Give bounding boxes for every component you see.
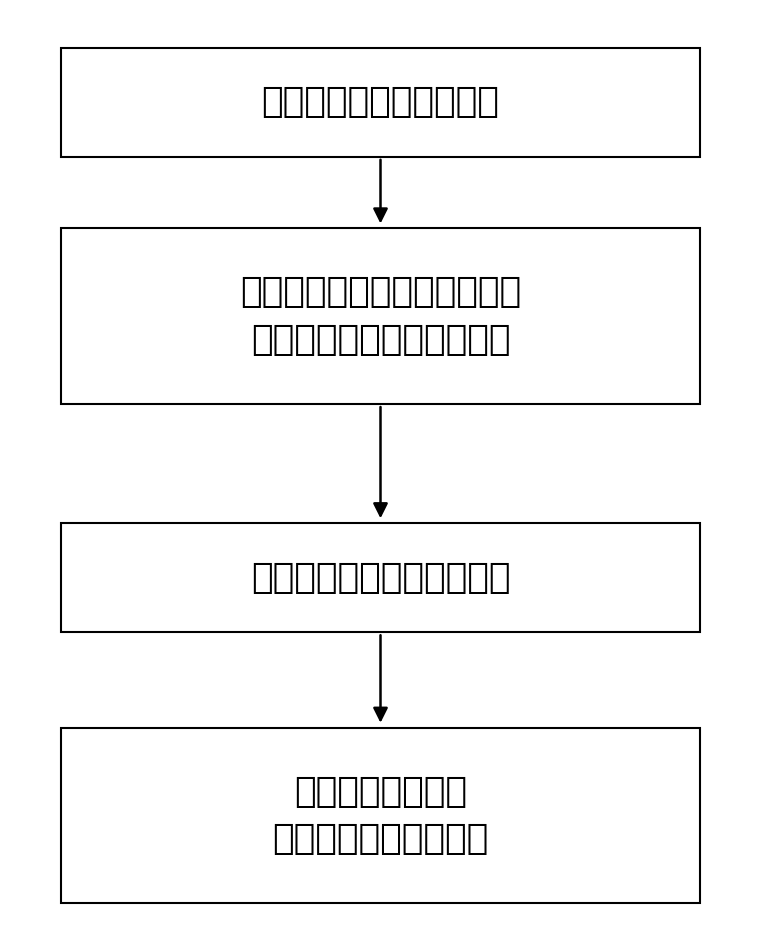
FancyBboxPatch shape [61,228,700,404]
Text: 利用结温降温曲线
提取出热网络自然频率: 利用结温降温曲线 提取出热网络自然频率 [272,775,489,856]
FancyBboxPatch shape [61,48,700,157]
FancyBboxPatch shape [61,523,700,632]
Text: 四阶等效考尔热网络模型: 四阶等效考尔热网络模型 [262,86,499,119]
FancyBboxPatch shape [61,728,700,903]
Text: 热网络自然频率的变化规律: 热网络自然频率的变化规律 [251,561,510,594]
Text: 热网络自然频率与热网络模型
中各阶参数之间的映射关系: 热网络自然频率与热网络模型 中各阶参数之间的映射关系 [240,276,521,357]
